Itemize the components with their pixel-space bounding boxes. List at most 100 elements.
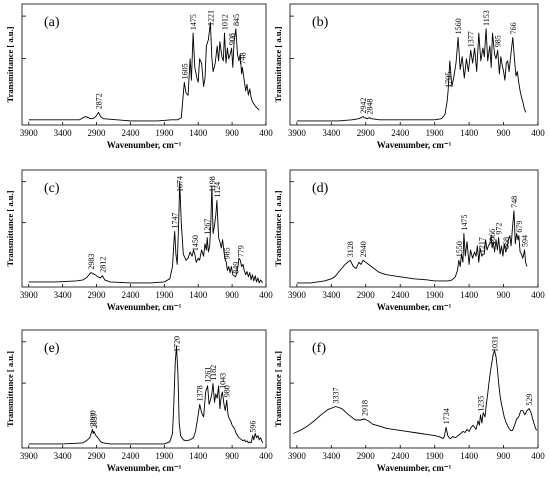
plot-frame xyxy=(289,329,539,449)
peak-annotation: 1560 xyxy=(454,18,463,34)
peak-annotation: 1378 xyxy=(196,385,205,401)
x-tick-label: 3900 xyxy=(288,451,307,461)
peak-annotation: 1377 xyxy=(467,31,476,47)
y-axis-label: Transmittance [ a.u.] xyxy=(273,351,283,427)
x-tick-label: 1400 xyxy=(189,128,208,138)
x-tick-label: 2900 xyxy=(357,451,376,461)
plot-frame xyxy=(289,3,539,126)
x-tick-label: 400 xyxy=(531,451,545,461)
spectrum-line xyxy=(296,28,527,122)
panel-1: 3900 3400 2900 2400 1900 1400 900 400 Wavenumber… xyxy=(5,3,273,150)
x-tick-label: 400 xyxy=(531,290,545,300)
peak-annotation: 1734 xyxy=(442,408,451,424)
x-tick-label: 3900 xyxy=(20,451,39,461)
panel-6: 3900 3400 2900 2400 1900 1400 900 400 Wavenumber… xyxy=(273,329,545,473)
peak-annotation: 2942 xyxy=(359,98,368,114)
panel-label: (f) xyxy=(312,341,326,356)
x-tick-label: 1900 xyxy=(155,290,174,300)
peak-annotation: 1475 xyxy=(460,215,469,231)
peak-annotation: 1217 xyxy=(478,237,487,253)
peak-annotation: 2937 xyxy=(90,412,99,428)
peak-annotation: 1221 xyxy=(206,10,215,26)
panel-label: (b) xyxy=(312,15,329,30)
panel-label: (d) xyxy=(312,181,329,196)
spectrum-line xyxy=(293,349,538,440)
peak-annotation: 1198 xyxy=(208,176,217,192)
peak-annotation: 766 xyxy=(509,22,518,34)
x-tick-label: 1400 xyxy=(460,451,479,461)
peak-annotation: 1066 xyxy=(488,229,497,245)
x-tick-label: 3900 xyxy=(288,290,307,300)
peak-annotation: 679 xyxy=(515,221,524,233)
x-tick-label: 2400 xyxy=(121,290,140,300)
x-tick-label: 900 xyxy=(497,290,511,300)
x-tick-label: 900 xyxy=(225,451,239,461)
x-tick-label: 2900 xyxy=(88,128,107,138)
spectrum-line xyxy=(28,21,260,122)
spectrum-line xyxy=(28,345,264,445)
x-tick-label: 1900 xyxy=(155,451,174,461)
peak-annotation: 849 xyxy=(232,262,241,274)
peak-annotation: 980 xyxy=(223,385,232,397)
peak-annotation: 3337 xyxy=(332,387,341,403)
peak-annotation: 2872 xyxy=(94,93,103,109)
peak-annotation: 2983 xyxy=(87,254,96,270)
x-tick-label: 400 xyxy=(259,290,273,300)
peak-annotation: 1235 xyxy=(476,396,485,412)
x-tick-label: 3400 xyxy=(322,128,341,138)
panel-2: 3900 3400 2900 2400 1900 1400 900 400 Wavenumber… xyxy=(273,3,545,150)
x-tick-label: 1400 xyxy=(460,290,479,300)
plot-frame xyxy=(21,3,267,126)
x-tick-label: 3400 xyxy=(54,290,73,300)
x-tick-label: 2400 xyxy=(391,451,410,461)
x-tick-label: 3400 xyxy=(54,128,73,138)
y-axis-label: Transmittance [ a.u.] xyxy=(5,351,15,427)
panel-label: (a) xyxy=(44,15,60,30)
peak-annotation: 845 xyxy=(232,14,241,26)
y-axis-label: Transmittance [ a.u.] xyxy=(5,26,15,102)
peak-annotation: 985 xyxy=(494,35,503,47)
peak-annotation: 3128 xyxy=(346,241,355,257)
x-axis-label: Wavenumber, cm⁻¹ xyxy=(377,463,452,473)
peak-annotation: 1720 xyxy=(173,336,182,352)
x-tick-label: 3400 xyxy=(322,451,341,461)
peak-annotation: 1747 xyxy=(171,212,180,228)
peak-annotation: 1605 xyxy=(180,63,189,79)
plot-frame xyxy=(21,329,267,449)
x-tick-label: 2400 xyxy=(121,451,140,461)
peak-annotation: 972 xyxy=(495,223,504,235)
x-tick-label: 1400 xyxy=(189,290,208,300)
x-tick-label: 2400 xyxy=(391,128,410,138)
peak-annotation: 1043 xyxy=(218,373,227,389)
x-axis-label: Wavenumber, cm⁻¹ xyxy=(107,302,182,312)
x-tick-label: 400 xyxy=(259,451,273,461)
peak-annotation: 748 xyxy=(510,196,519,208)
y-axis-label: Transmittance [ a.u.] xyxy=(273,26,283,102)
peak-annotation: 748 xyxy=(238,52,247,64)
x-axis-label: Wavenumber, cm⁻¹ xyxy=(377,302,452,312)
x-tick-label: 2400 xyxy=(121,128,140,138)
peak-annotation: 1450 xyxy=(191,235,200,251)
peak-annotation: 1012 xyxy=(221,14,230,30)
peak-annotation: 2960 xyxy=(88,410,97,426)
plot-frame xyxy=(21,169,267,288)
x-tick-label: 1400 xyxy=(460,128,479,138)
y-axis-label: Transmittance [ a.u.] xyxy=(273,190,283,266)
peak-annotation: 1475 xyxy=(189,14,198,30)
peak-annotation: 1153 xyxy=(482,10,491,26)
peak-annotation: 1261 xyxy=(204,367,213,383)
peak-annotation: 1550 xyxy=(455,241,464,257)
peak-annotation: 2812 xyxy=(99,257,108,273)
x-tick-label: 900 xyxy=(225,290,239,300)
peak-annotation: 529 xyxy=(525,394,534,406)
x-tick-label: 3900 xyxy=(20,290,39,300)
x-tick-label: 400 xyxy=(259,128,273,138)
x-tick-label: 1900 xyxy=(155,128,174,138)
peak-annotation: 596 xyxy=(249,421,258,433)
peak-annotation: 1705 xyxy=(444,72,453,88)
peak-annotation: 779 xyxy=(236,245,245,257)
x-tick-label: 2900 xyxy=(357,128,376,138)
peak-annotation: 594 xyxy=(521,235,530,247)
peak-annotation: 1124 xyxy=(213,182,222,198)
